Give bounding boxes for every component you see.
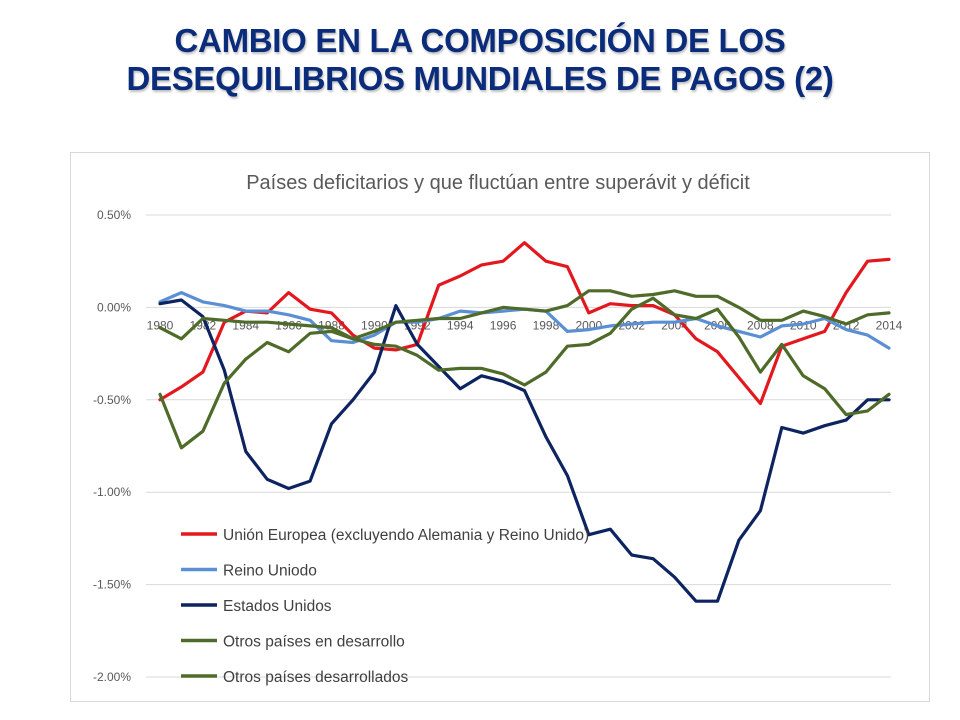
y-tick-label: 0.50% (97, 208, 131, 222)
chart-title: Países deficitarios y que fluctúan entre… (246, 172, 750, 194)
x-tick-label: 2014 (876, 318, 903, 332)
slide-title-line-2: DESEQUILIBRIOS MUNDIALES DE PAGOS (2) (126, 60, 834, 97)
series-line-4 (158, 296, 891, 450)
x-tick-label: 1994 (447, 318, 474, 332)
y-tick-label: -1.00% (93, 485, 131, 499)
legend-label: Unión Europea (excluyendo Alemania y Rei… (223, 527, 589, 544)
y-tick-label: 0.00% (97, 300, 131, 314)
y-tick-label: -1.50% (93, 578, 131, 592)
slide-title-line-1: CAMBIO EN LA COMPOSICIÓN DE LOS (174, 22, 786, 59)
series-line-3 (158, 298, 891, 603)
slide-title: CAMBIO EN LA COMPOSICIÓN DE LOS DESEQUIL… (0, 22, 960, 98)
legend-label: Reino Uniodo (223, 563, 317, 580)
x-tick-label: 1998 (533, 318, 560, 332)
legend-label: Otros países desarrollados (223, 669, 408, 686)
axis-labels: 0.50% 0.00% -0.50% -1.00% -1.50% -2.00% 1980 19… (93, 208, 903, 684)
series-lines (158, 241, 891, 603)
chart-container: Países deficitarios y que fluctúan entre… (70, 152, 930, 702)
x-tick-label: 1982 (190, 318, 217, 332)
x-tick-label: 1980 (147, 318, 174, 332)
series-line-1 (158, 241, 891, 406)
legend-label: Estados Unidos (223, 598, 332, 615)
y-tick-label: -2.00% (93, 670, 131, 684)
gridlines (146, 214, 891, 678)
legend: Unión Europea (excluyendo Alemania y Rei… (181, 527, 589, 686)
series-line-5 (158, 289, 891, 341)
line-chart: Países deficitarios y que fluctúan entre… (93, 172, 903, 686)
y-tick-label: -0.50% (93, 393, 131, 407)
x-tick-label: 1996 (490, 318, 517, 332)
legend-label: Otros países en desarrollo (223, 634, 405, 651)
